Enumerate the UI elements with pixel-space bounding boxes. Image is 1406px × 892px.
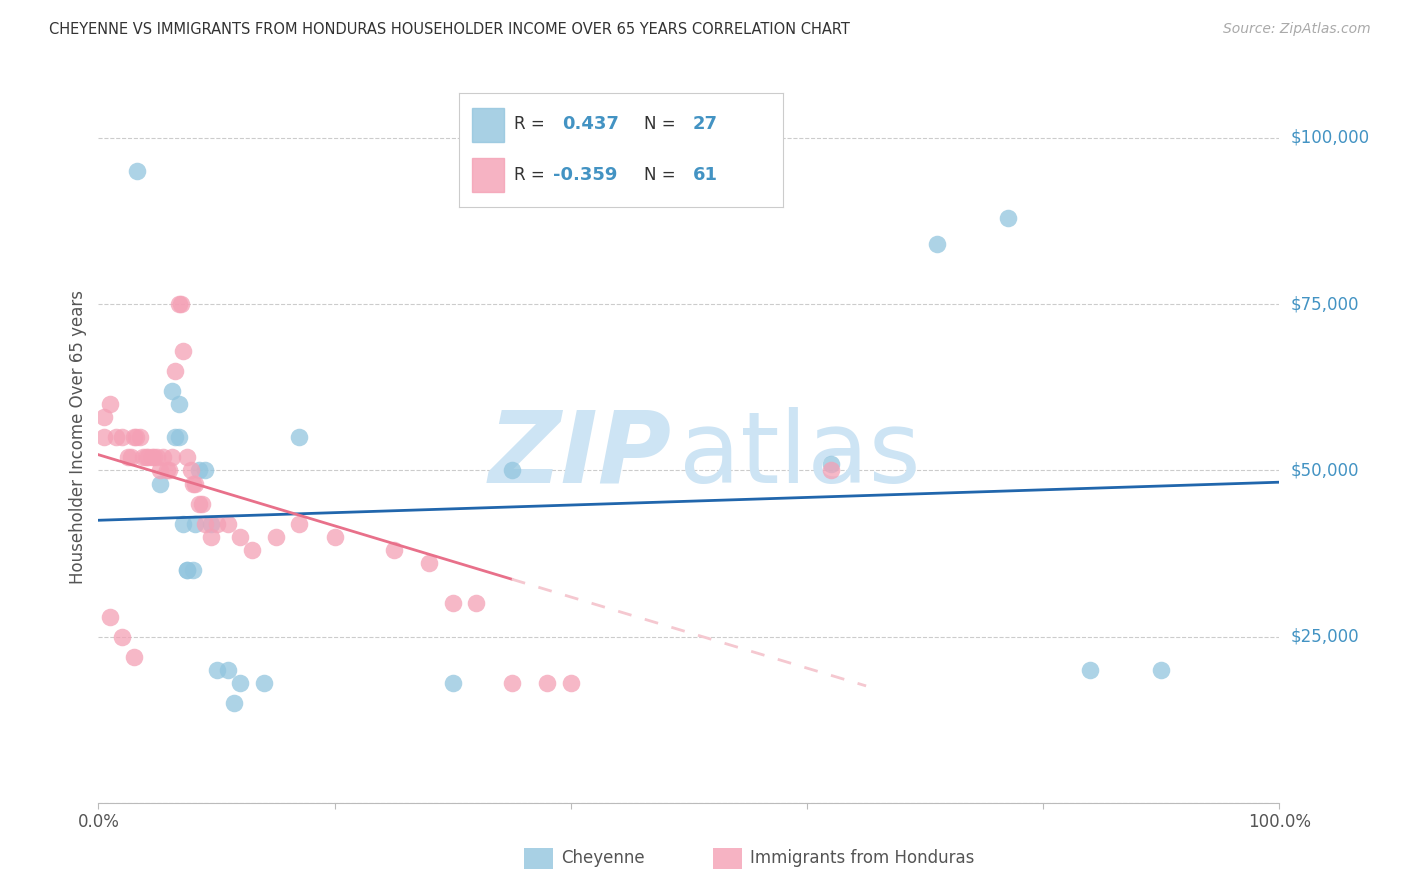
Text: ZIP: ZIP [488,407,671,504]
Point [93,430,115,444]
Point [122,649,145,664]
Point [240,543,263,558]
Point [501,463,523,477]
Point [441,596,464,610]
Point [194,516,217,531]
Text: $25,000: $25,000 [1291,628,1360,646]
Point [170,297,193,311]
Point [997,211,1019,225]
Point [141,450,163,464]
Point [820,463,842,477]
Point [165,430,187,444]
Point [288,516,311,531]
Point [121,450,143,464]
Point [135,450,157,464]
Bar [523,848,553,869]
Point [176,563,198,577]
Point [117,450,139,464]
Point [187,463,209,477]
Point [323,530,346,544]
Point [560,676,582,690]
Point [172,516,194,531]
Text: atlas: atlas [679,407,921,504]
Point [205,516,228,531]
Text: Source: ZipAtlas.com: Source: ZipAtlas.com [1223,22,1371,37]
Point [205,663,228,677]
Point [288,430,311,444]
Point [187,497,209,511]
Point [136,450,159,464]
Text: $100,000: $100,000 [1291,128,1369,147]
Point [146,450,169,464]
Point [149,476,172,491]
Point [382,543,405,558]
Point [128,430,150,444]
Point [229,676,252,690]
Point [224,696,246,710]
Point [180,463,202,477]
Point [176,563,198,577]
Point [501,676,523,690]
Point [93,410,115,425]
Point [465,596,488,610]
Point [191,497,214,511]
Point [181,563,204,577]
Point [142,450,165,464]
Point [98,609,121,624]
Point [152,450,174,464]
Point [105,430,128,444]
Point [160,384,183,398]
Point [264,530,287,544]
Point [98,397,121,411]
Point [184,516,207,531]
Point [132,450,155,464]
Point [111,430,134,444]
Point [253,676,276,690]
Point [194,463,217,477]
Point [418,557,440,571]
Text: $50,000: $50,000 [1291,461,1360,479]
Point [167,297,190,311]
Text: Cheyenne: Cheyenne [561,848,645,867]
Point [167,397,190,411]
Point [820,457,842,471]
Point [149,463,172,477]
Point [122,430,145,444]
Point [172,343,194,358]
Point [156,463,179,477]
Point [200,530,222,544]
Point [125,430,148,444]
Point [441,676,464,690]
Point [176,450,198,464]
Point [1150,663,1173,677]
Point [229,530,252,544]
Text: $75,000: $75,000 [1291,295,1360,313]
Y-axis label: Householder Income Over 65 years: Householder Income Over 65 years [69,290,87,584]
Point [925,237,948,252]
Point [1080,663,1102,677]
Point [536,676,558,690]
Bar [713,848,742,869]
Point [111,630,134,644]
Point [167,430,190,444]
Point [200,516,222,531]
Point [181,476,204,491]
Point [217,516,239,531]
Point [217,663,239,677]
Point [165,363,187,377]
Text: Immigrants from Honduras: Immigrants from Honduras [751,848,974,867]
Point [160,450,183,464]
Point [157,463,180,477]
Text: CHEYENNE VS IMMIGRANTS FROM HONDURAS HOUSEHOLDER INCOME OVER 65 YEARS CORRELATIO: CHEYENNE VS IMMIGRANTS FROM HONDURAS HOU… [49,22,851,37]
Point [127,164,149,178]
Point [184,476,207,491]
